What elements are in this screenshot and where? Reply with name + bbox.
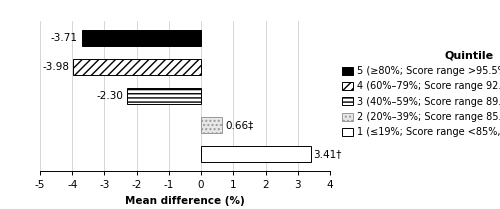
Text: -2.30: -2.30 [96, 91, 123, 101]
Bar [201, 146, 311, 162]
Legend: 5 (≥80%; Score range >95.5%, n = 47), 4 (60%–79%; Score range 92.6%–95.5%, n = 5: 5 (≥80%; Score range >95.5%, n = 47), 4 … [342, 51, 500, 138]
Text: 0.66‡: 0.66‡ [225, 120, 253, 130]
Bar [82, 30, 201, 46]
X-axis label: Mean difference (%): Mean difference (%) [125, 196, 245, 206]
Text: -3.71: -3.71 [50, 33, 78, 43]
Text: -3.98: -3.98 [42, 62, 69, 72]
Text: 3.41†: 3.41† [314, 149, 342, 159]
Bar [127, 88, 201, 104]
Bar [201, 117, 222, 133]
Bar [73, 59, 201, 75]
